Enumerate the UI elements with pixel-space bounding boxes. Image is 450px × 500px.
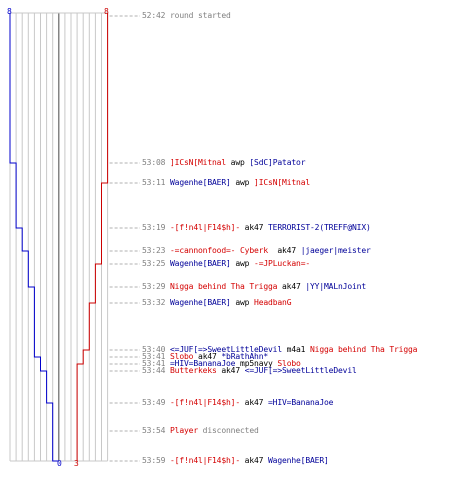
player-name: <=JUF[=>SweetLittleDevil (244, 366, 357, 375)
weapon-name: mp5navy (235, 359, 278, 368)
player-name: -[f!n4l|F14$h]- (170, 223, 241, 232)
player-name: Slobo (170, 352, 194, 361)
player-name: -[f!n4l|F14$h]- (170, 398, 241, 407)
player-name: |jaeger|meister (300, 246, 371, 255)
event-row: 53:41 Slobo ak47 *bRathAhn* (142, 352, 268, 361)
event-time: 53:23 (142, 246, 166, 255)
weapon-name: ak47 (240, 223, 269, 232)
event-row: 53:49 -[f!n4l|F14$h]- ak47 =HIV=BananaJo… (142, 398, 334, 407)
player-name: Nigga behind Tha Trigga (310, 345, 418, 354)
event-time: 52:42 (142, 11, 166, 20)
player-name: Nigga behind Tha Trigga (170, 282, 278, 291)
player-name: |YY|MALnJoint (305, 282, 367, 291)
player-name: =HIV=BananaJoe (170, 359, 236, 368)
event-row: 52:42 round started (142, 11, 231, 20)
event-row: 53:29 Nigga behind Tha Trigga ak47 |YY|M… (142, 282, 366, 291)
event-message: round started (170, 11, 231, 20)
player-name: TERRORIST-2(TREFF@NIX) (268, 223, 371, 232)
weapon-name: ak47 (240, 398, 269, 407)
event-time: 53:59 (142, 456, 166, 465)
weapon-name: awp (230, 259, 255, 268)
event-row: 53:59 -[f!n4l|F14$h]- ak47 Wagenhe[BAER] (142, 456, 329, 465)
event-row: 53:44 Butterkeks ak47 <=JUF[=>SweetLittl… (142, 366, 357, 375)
weapon-name: awp (226, 158, 250, 167)
t-start-count: 8 (104, 7, 109, 16)
player-name: Slobo (277, 359, 301, 368)
t-end-count: 3 (74, 459, 79, 468)
event-row: 53:19 -[f!n4l|F14$h]- ak47 TERRORIST-2(T… (142, 223, 371, 232)
player-name: -[f!n4l|F14$h]- (170, 456, 241, 465)
player-name: Wagenhe[BAER] (170, 259, 231, 268)
event-row: 53:11 Wagenhe[BAER] awp ]ICsN[Mitnal (142, 178, 310, 187)
event-time: 53:49 (142, 398, 166, 407)
weapon-name: ak47 (216, 366, 245, 375)
event-time: 53:11 (142, 178, 166, 187)
player-name: Wagenhe[BAER] (170, 298, 231, 307)
player-name: <=JUF[=>SweetLittleDevil (170, 345, 283, 354)
event-row: 53:23 -=cannonfood=- Cyberk ak47 |jaeger… (142, 246, 371, 255)
event-leader-lines (109, 15, 140, 462)
event-row: 53:41 =HIV=BananaJoe mp5navy Slobo (142, 359, 301, 368)
event-message: disconnected (198, 426, 259, 435)
ct-start-count: 8 (7, 7, 12, 16)
player-name: -=JPLuckan=- (254, 259, 311, 268)
event-time: 53:29 (142, 282, 166, 291)
event-row: 53:08 ]ICsN[Mitnal awp [SdC]Patator (142, 158, 306, 167)
weapon-name: awp (230, 178, 255, 187)
player-name: Player (170, 426, 199, 435)
player-name: =HIV=BananaJoe (268, 398, 334, 407)
player-name: [SdC]Patator (249, 158, 306, 167)
player-name: ]ICsN[Mitnal (254, 178, 311, 187)
event-time: 53:40 (142, 345, 166, 354)
event-row: 53:32 Wagenhe[BAER] awp HeadbanG (142, 298, 292, 307)
weapon-name: ak47 (193, 352, 222, 361)
player-name: *bRathAhn* (221, 352, 269, 361)
ct-alive-line (9, 13, 59, 462)
weapon-name: ak47 (240, 456, 269, 465)
player-name: ]ICsN[Mitnal (170, 158, 227, 167)
ct-end-count: 0 (57, 459, 62, 468)
weapon-name: ak47 (277, 282, 306, 291)
player-count-grid (9, 12, 109, 462)
weapon-name: ak47 (268, 246, 301, 255)
player-name: Wagenhe[BAER] (170, 178, 231, 187)
event-row: 53:40 <=JUF[=>SweetLittleDevil m4a1 Nigg… (142, 345, 417, 354)
event-time: 53:32 (142, 298, 166, 307)
weapon-name: m4a1 (282, 345, 311, 354)
player-name: Butterkeks (170, 366, 217, 375)
event-time: 53:08 (142, 158, 166, 167)
event-row: 53:54 Player disconnected (142, 426, 259, 435)
player-name: Wagenhe[BAER] (268, 456, 329, 465)
weapon-name: awp (230, 298, 255, 307)
player-name: -=cannonfood=- Cyberk (170, 246, 269, 255)
event-row: 53:25 Wagenhe[BAER] awp -=JPLuckan=- (142, 259, 310, 268)
event-time: 53:44 (142, 366, 166, 375)
event-time: 53:25 (142, 259, 166, 268)
player-name: HeadbanG (254, 298, 292, 307)
event-time: 53:41 (142, 352, 166, 361)
event-time: 53:19 (142, 223, 166, 232)
t-alive-line (76, 13, 109, 461)
event-time: 53:41 (142, 359, 166, 368)
event-time: 53:54 (142, 426, 166, 435)
